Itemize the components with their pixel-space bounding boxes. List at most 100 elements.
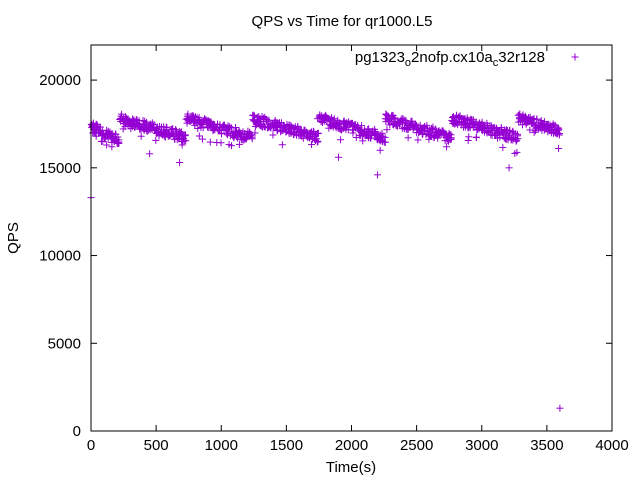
data-point [516, 110, 524, 118]
data-point [533, 115, 541, 123]
x-tick-label: 2000 [335, 437, 368, 454]
y-tick-label: 5000 [48, 335, 81, 352]
data-point [175, 134, 183, 142]
data-point [198, 135, 206, 143]
data-point [434, 134, 442, 142]
data-point [225, 127, 233, 135]
data-point [465, 123, 473, 131]
data-point [514, 135, 522, 143]
y-tick-label: 0 [73, 423, 81, 440]
data-point [513, 136, 521, 144]
data-point [378, 129, 386, 137]
data-point [314, 137, 322, 145]
data-point [251, 129, 259, 137]
y-tick-label: 20000 [39, 72, 81, 89]
data-point [183, 115, 191, 123]
data-point [381, 115, 389, 123]
x-tick-label: 4000 [595, 437, 628, 454]
data-point [248, 135, 256, 143]
data-point [249, 111, 257, 119]
data-point [113, 139, 121, 147]
data-point [472, 118, 480, 126]
data-point [478, 118, 486, 126]
data-point [139, 117, 147, 125]
data-point [556, 404, 564, 412]
x-tick-label: 3000 [465, 437, 498, 454]
data-point [439, 127, 447, 135]
data-point [181, 132, 189, 140]
data-point [314, 130, 322, 138]
data-point [224, 131, 232, 139]
data-point [359, 137, 367, 145]
data-point [182, 131, 190, 139]
data-point [472, 133, 480, 141]
x-axis-label: Time(s) [326, 459, 376, 476]
x-tick-label: 0 [87, 437, 95, 454]
data-point [224, 122, 232, 130]
data-point [537, 117, 545, 125]
x-tick-label: 1500 [270, 437, 303, 454]
data-point [376, 146, 384, 154]
data-point [554, 124, 562, 132]
data-point [555, 125, 563, 133]
data-point [265, 116, 273, 124]
data-points [87, 110, 564, 412]
data-point [146, 150, 154, 158]
y-tick-label: 10000 [39, 248, 81, 265]
data-point [555, 145, 563, 153]
data-point [115, 136, 123, 144]
data-point [443, 143, 451, 151]
data-point [313, 138, 321, 146]
data-point [408, 117, 416, 125]
data-point [250, 116, 258, 124]
x-tick-label: 1000 [205, 437, 238, 454]
data-point [269, 131, 277, 139]
data-point [126, 118, 134, 126]
data-point [92, 132, 100, 140]
data-point [117, 115, 125, 123]
data-point [178, 141, 186, 149]
data-point [426, 131, 434, 139]
data-point [108, 143, 116, 151]
data-point [447, 135, 455, 143]
legend-marker-plus-icon [571, 53, 579, 61]
data-point [176, 159, 184, 167]
data-point [278, 141, 286, 149]
data-point [251, 112, 259, 120]
x-tick-label: 3500 [530, 437, 563, 454]
y-axis-ticks: 0 5000 10000 15000 20000 [39, 72, 612, 440]
data-point [411, 120, 419, 128]
data-point [305, 134, 313, 142]
data-point [500, 131, 508, 139]
x-tick-label: 2500 [400, 437, 433, 454]
data-point [540, 118, 548, 126]
data-point [165, 130, 173, 138]
data-point [413, 129, 421, 137]
data-point [365, 125, 373, 133]
data-point [427, 124, 435, 132]
data-point [182, 137, 190, 145]
data-point [423, 121, 431, 129]
data-point [143, 118, 151, 126]
data-point [499, 143, 507, 151]
data-point [334, 153, 342, 161]
data-point [414, 136, 422, 144]
data-point [530, 128, 538, 136]
data-point [493, 124, 501, 132]
data-point [227, 142, 235, 150]
data-point [256, 116, 264, 124]
data-point [204, 123, 212, 131]
data-point [194, 124, 202, 132]
legend-plus-icon [571, 53, 579, 61]
data-point [91, 129, 99, 137]
data-point [231, 124, 239, 132]
data-point [526, 126, 534, 134]
chart-title: QPS vs Time for qr1000.L5 [252, 13, 433, 30]
data-point [513, 148, 521, 156]
data-point [235, 140, 243, 148]
data-point [206, 138, 214, 146]
data-point [448, 116, 456, 124]
data-point [114, 133, 122, 141]
data-point [404, 134, 412, 142]
